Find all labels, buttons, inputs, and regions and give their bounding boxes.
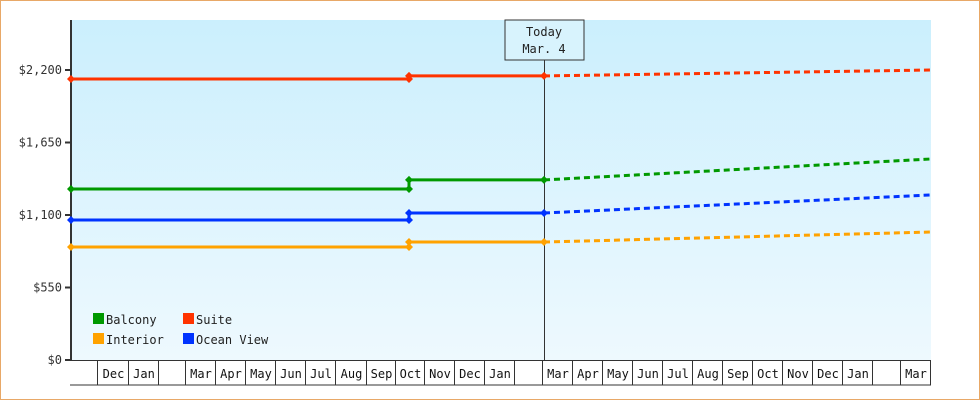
y-tick-label: $1,650 [19, 136, 62, 150]
legend: Balcony Suite Interior Ocean View [93, 313, 269, 347]
x-month-label: Nov [429, 367, 451, 381]
x-month-label: Aug [697, 367, 719, 381]
x-month-label: Jan [133, 367, 155, 381]
y-tick-label: $0 [48, 353, 62, 367]
data-point-marker [405, 185, 413, 194]
x-month-label: Nov [787, 367, 809, 381]
x-month-label: Mar [905, 367, 927, 381]
y-axis: $0 $550 $1,100 $1,650 $2,200 [19, 20, 72, 367]
legend-swatch [93, 333, 104, 344]
x-month-label: Jun [637, 367, 659, 381]
x-month-label: Mar [190, 367, 212, 381]
data-point-marker [540, 238, 548, 247]
series-ocean-view [67, 193, 932, 225]
x-month-label: Oct [757, 367, 779, 381]
x-month-label: Jul [310, 367, 332, 381]
x-axis: Dec Jan Mar Apr May Jun Jul Aug Sep Oct Nov Dec Jan M… [70, 360, 931, 386]
x-month-label: Jan [847, 367, 869, 381]
legend-swatch [183, 333, 194, 344]
x-month-label: Mar [547, 367, 569, 381]
series-lines [67, 68, 932, 252]
data-point-marker [405, 238, 413, 247]
x-month-label: Sep [371, 367, 393, 381]
x-month-label: Dec [817, 367, 839, 381]
data-point-marker [405, 71, 413, 80]
y-tick-label: $550 [33, 281, 62, 295]
today-label: Today [526, 25, 562, 39]
legend-swatch [93, 313, 104, 324]
data-point-marker [405, 243, 413, 252]
x-month-label: Apr [577, 367, 599, 381]
legend-label: Balcony [106, 313, 157, 327]
x-month-label: Jul [667, 367, 689, 381]
legend-label: Interior [106, 333, 164, 347]
legend-label: Suite [196, 313, 232, 327]
data-point-marker [405, 209, 413, 218]
data-point-marker [405, 216, 413, 225]
x-month-label: Sep [727, 367, 749, 381]
x-month-label: Aug [341, 367, 363, 381]
legend-label: Ocean View [196, 333, 269, 347]
data-point-marker [540, 175, 548, 184]
series-suite [67, 68, 932, 83]
data-point-marker [540, 71, 548, 80]
data-point-marker [67, 216, 75, 225]
data-point-marker [67, 243, 75, 252]
y-tick-label: $2,200 [19, 63, 62, 77]
x-month-label: May [607, 367, 629, 381]
x-month-label: Oct [400, 367, 422, 381]
series-interior [67, 230, 932, 252]
x-month-label: Dec [459, 367, 481, 381]
x-month-label: Jun [280, 367, 302, 381]
x-month-label: Apr [220, 367, 242, 381]
series-balcony [67, 157, 932, 194]
x-month-label: Dec [103, 367, 125, 381]
today-date: Mar. 4 [522, 42, 565, 56]
x-month-label: May [250, 367, 272, 381]
legend-swatch [183, 313, 194, 324]
data-point-marker [67, 185, 75, 194]
data-point-marker [67, 74, 75, 83]
data-point-marker [405, 175, 413, 184]
x-month-label: Jan [489, 367, 511, 381]
today-marker: Today Mar. 4 [504, 19, 585, 360]
data-point-marker [540, 209, 548, 218]
y-tick-label: $1,100 [19, 208, 62, 222]
